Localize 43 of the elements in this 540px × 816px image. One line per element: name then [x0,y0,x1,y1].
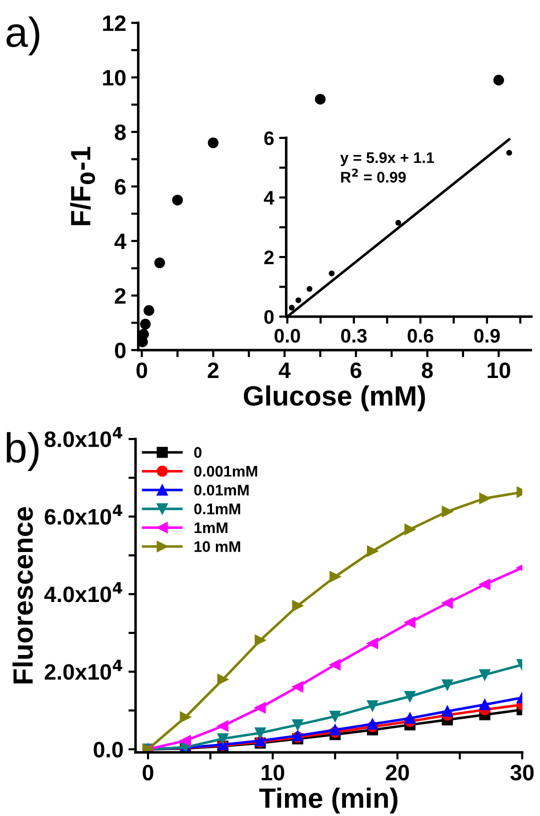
x-axis-title: Glucose (mM) [244,385,425,412]
y-tick-label: 2 [114,288,126,304]
x-tick-label: 2 [208,362,218,378]
x-tick-label: 0.0 [274,328,300,343]
x-tick-label: 0 [142,764,154,780]
x-tick-label: 20 [386,764,409,780]
x-tick-label: 0.6 [408,328,434,343]
legend-label: 10 mM [194,541,240,552]
y-axis-title: Fluorescence [12,507,33,684]
y-tick-label: 0.0 [94,742,123,758]
x-tick-label: 10 [488,362,510,378]
y-tick-label: 4.0x10$^{4}$ [44,582,122,602]
x-tick-label: 4 [278,362,291,378]
x-tick-label: 0.3 [341,328,367,343]
y-tick-label: 2 [264,250,274,264]
text: a) [6,16,40,56]
x-axis-title: Time (min) [259,788,398,814]
y-tick-label: 2.0x10$^{4}$ [44,660,122,680]
annotation: y = 5.9x + 1.1 [340,152,434,166]
y-tick-label: 12 [103,15,126,31]
x-tick-label: 0 [136,362,148,378]
legend-label: 0.001mM [194,466,258,477]
y-tick-label: 8.0x10$^{4}$ [44,427,122,448]
legend-label: 0 [194,447,202,458]
text: b) [6,432,39,471]
y-axis-title: F/F$_{0}$-1 [70,146,96,226]
y-tick-label: 6 [264,131,274,146]
x-tick-label: 8 [422,362,433,378]
y-tick-label: 4 [114,234,126,250]
y-tick-label: 4 [264,191,274,205]
legend-label: 1mM [194,522,228,534]
x-tick-label: 0.9 [474,328,500,343]
x-tick-label: 30 [510,764,534,781]
y-tick-label: 10 [103,70,126,86]
y-tick-label: 8 [114,124,126,140]
x-tick-label: 6 [350,362,362,378]
y-tick-label: 0 [264,310,274,324]
y-tick-label: 0 [114,342,126,358]
y-tick-label: 6.0x10$^{4}$ [44,504,122,525]
legend-label: 0.01mM [194,484,249,496]
legend-label: 0.1mM [194,504,240,514]
annotation: R$^{2}$ = 0.99 [341,168,406,183]
y-tick-label: 6 [114,178,126,195]
